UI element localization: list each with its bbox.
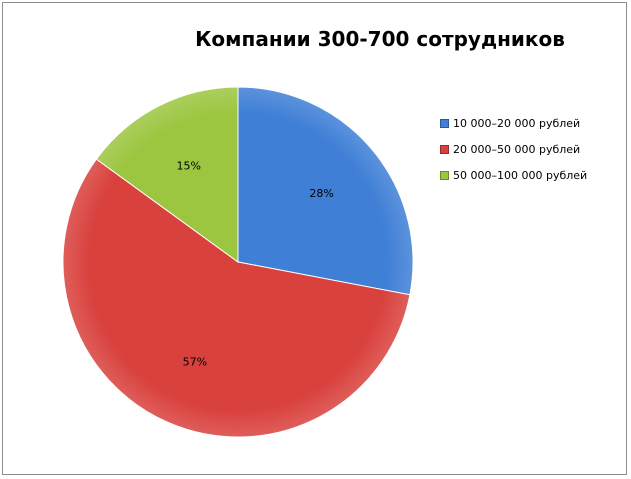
data-label: 28% [309,187,333,200]
legend: 10 000–20 000 рублей 20 000–50 000 рублей… [440,116,587,194]
legend-swatch [440,118,449,128]
chart-title: Компании 300-700 сотрудников [195,27,565,51]
legend-item: 20 000–50 000 рублей [440,142,587,156]
legend-item: 10 000–20 000 рублей [440,116,587,130]
legend-swatch [440,170,449,180]
legend-label: 50 000–100 000 рублей [453,168,588,182]
legend-label: 10 000–20 000 рублей [453,116,581,130]
data-label: 15% [177,159,201,172]
pie-slice [62,158,411,438]
data-label: 57% [183,356,207,369]
legend-swatch [440,144,449,154]
pie-slice [95,86,239,263]
pie-slice [237,86,414,296]
chart-frame [2,2,627,475]
legend-item: 50 000–100 000 рублей [440,168,587,182]
legend-label: 20 000–50 000 рублей [453,142,581,156]
